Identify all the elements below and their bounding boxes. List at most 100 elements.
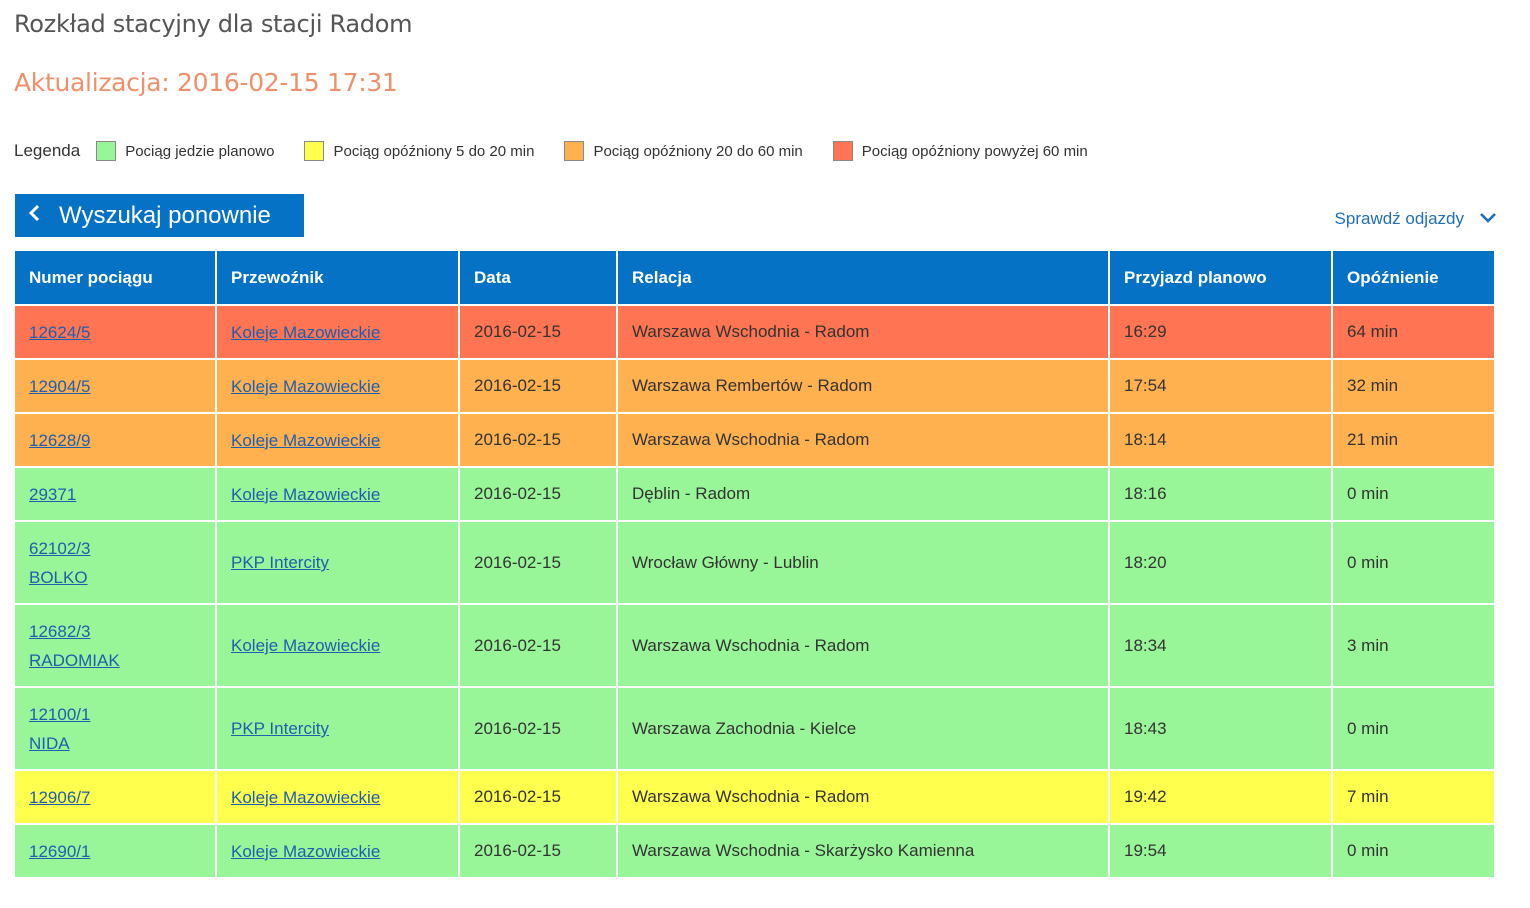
train-number-cell: 12682/3 RADOMIAK: [15, 604, 217, 688]
arrival-cell: 18:34: [1109, 604, 1333, 688]
table-header-row: Numer pociągu Przewoźnik Data Relacja Pr…: [15, 251, 1494, 306]
train-number-link[interactable]: 12682/3: [29, 621, 91, 641]
date-cell: 2016-02-15: [459, 359, 618, 414]
legend-items: Pociąg jedzie planowo Pociąg opóźniony 5 …: [96, 141, 1118, 161]
table-row: 12628/9 Koleje Mazowieckie 2016-02-15 Warsz…: [15, 413, 1494, 468]
header-delay[interactable]: Opóźnienie: [1332, 251, 1494, 306]
arrival-cell: 18:14: [1109, 413, 1333, 468]
carrier-cell: Koleje Mazowieckie: [216, 604, 460, 688]
route-cell: Wrocław Główny - Lublin: [617, 521, 1110, 605]
train-number-cell: 12906/7: [15, 770, 217, 825]
check-departures-link[interactable]: Sprawdź odjazdy: [1335, 209, 1498, 229]
legend-item: Pociąg jedzie planowo: [96, 141, 274, 161]
carrier-link[interactable]: PKP Intercity: [231, 553, 329, 572]
carrier-cell: Koleje Mazowieckie: [216, 770, 460, 825]
chevron-down-icon: [1478, 209, 1498, 229]
delay-cell: 21 min: [1332, 413, 1494, 468]
train-number-cell: 12624/5: [15, 305, 217, 360]
train-number-cell: 12690/1: [15, 824, 217, 879]
train-name-link[interactable]: NIDA: [29, 733, 70, 753]
train-number-link[interactable]: 12100/1: [29, 704, 91, 724]
header-arrival[interactable]: Przyjazd planowo: [1109, 251, 1333, 306]
route-cell: Warszawa Zachodnia - Kielce: [617, 687, 1110, 771]
train-number-cell: 12100/1 NIDA: [15, 687, 217, 771]
legend-item: Pociąg opóźniony powyżej 60 min: [832, 141, 1088, 161]
route-cell: Warszawa Wschodnia - Radom: [617, 305, 1110, 360]
legend-item-label: Pociąg opóźniony 20 do 60 min: [593, 142, 803, 160]
carrier-cell: Koleje Mazowieckie: [216, 413, 460, 468]
carrier-cell: Koleje Mazowieckie: [216, 467, 460, 522]
carrier-link[interactable]: Koleje Mazowieckie: [231, 376, 381, 396]
train-name-link[interactable]: BOLKO: [29, 567, 88, 587]
date-cell: 2016-02-15: [459, 305, 618, 360]
delay-cell: 0 min: [1332, 824, 1494, 879]
arrival-cell: 19:42: [1109, 770, 1333, 825]
table-row: 12690/1 Koleje Mazowieckie 2016-02-15 Warsz…: [15, 824, 1494, 879]
date-cell: 2016-02-15: [459, 687, 618, 771]
delay-cell: 64 min: [1332, 305, 1494, 360]
table-row: 12624/5 Koleje Mazowieckie 2016-02-15 Warsz…: [15, 305, 1494, 360]
carrier-link[interactable]: Koleje Mazowieckie: [231, 787, 381, 807]
header-route[interactable]: Relacja: [617, 251, 1110, 306]
route-cell: Warszawa Wschodnia - Radom: [617, 770, 1110, 825]
train-number-link[interactable]: 12690/1: [29, 841, 91, 861]
table-row: 12906/7 Koleje Mazowieckie 2016-02-15 Warsz…: [15, 770, 1494, 825]
table-row: 29371 Koleje Mazowieckie 2016-02-15 Dęblin …: [15, 467, 1494, 522]
carrier-cell: PKP Intercity: [216, 687, 460, 771]
delay-cell: 7 min: [1332, 770, 1494, 825]
train-number-link[interactable]: 62102/3: [29, 538, 91, 558]
route-cell: Warszawa Wschodnia - Radom: [617, 604, 1110, 688]
route-cell: Warszawa Wschodnia - Skarżysko Kamienna: [617, 824, 1110, 879]
date-cell: 2016-02-15: [459, 604, 618, 688]
date-cell: 2016-02-15: [459, 824, 618, 879]
arrival-cell: 16:29: [1109, 305, 1333, 360]
carrier-cell: Koleje Mazowieckie: [216, 305, 460, 360]
train-number-link[interactable]: 12628/9: [29, 430, 91, 450]
legend-item-label: Pociąg opóźniony powyżej 60 min: [861, 142, 1088, 160]
train-number-cell: 12904/5: [15, 359, 217, 414]
carrier-link[interactable]: Koleje Mazowieckie: [231, 841, 381, 861]
legend-item: Pociąg opóźniony 5 do 20 min: [304, 141, 534, 161]
timetable: Numer pociągu Przewoźnik Data Relacja Pr…: [15, 251, 1494, 879]
legend-swatch: [832, 141, 853, 161]
header-date[interactable]: Data: [459, 251, 618, 306]
arrival-cell: 17:54: [1109, 359, 1333, 414]
search-again-button[interactable]: Wyszukaj ponownie: [15, 194, 304, 237]
date-cell: 2016-02-15: [459, 413, 618, 468]
train-number-link[interactable]: 12906/7: [29, 787, 91, 807]
date-cell: 2016-02-15: [459, 467, 618, 522]
date-cell: 2016-02-15: [459, 770, 618, 825]
table-row: 12100/1 NIDA PKP Intercity 2016-02-15 Warsza…: [15, 687, 1494, 771]
legend-item: Pociąg opóźniony 20 do 60 min: [564, 141, 803, 161]
check-departures-label: Sprawdź odjazdy: [1334, 209, 1464, 228]
delay-cell: 0 min: [1332, 521, 1494, 605]
route-cell: Warszawa Wschodnia - Radom: [617, 413, 1110, 468]
train-number-cell: 62102/3 BOLKO: [15, 521, 217, 605]
carrier-link[interactable]: Koleje Mazowieckie: [231, 430, 381, 450]
train-number-link[interactable]: 12624/5: [29, 322, 91, 342]
carrier-link[interactable]: Koleje Mazowieckie: [231, 484, 381, 504]
train-number-cell: 29371: [15, 467, 217, 522]
carrier-link[interactable]: PKP Intercity: [231, 719, 329, 738]
train-number-link[interactable]: 12904/5: [29, 376, 91, 396]
header-carrier[interactable]: Przewoźnik: [216, 251, 460, 306]
delay-cell: 32 min: [1332, 359, 1494, 414]
carrier-link[interactable]: Koleje Mazowieckie: [231, 636, 381, 655]
carrier-cell: Koleje Mazowieckie: [216, 824, 460, 879]
train-number-link[interactable]: 29371: [29, 484, 77, 504]
legend-item-label: Pociąg jedzie planowo: [125, 142, 275, 160]
legend-swatch: [564, 141, 585, 161]
train-name-link[interactable]: RADOMIAK: [29, 650, 120, 670]
delay-cell: 3 min: [1332, 604, 1494, 688]
legend: Legenda Pociąg jedzie planowo Pociąg opóź…: [14, 138, 1118, 164]
update-timestamp: Aktualizacja: 2016-02-15 17:31: [14, 68, 398, 97]
date-cell: 2016-02-15: [459, 521, 618, 605]
legend-label: Legenda: [14, 141, 81, 160]
arrival-cell: 18:43: [1109, 687, 1333, 771]
header-train-number[interactable]: Numer pociągu: [15, 251, 217, 306]
delay-cell: 0 min: [1332, 467, 1494, 522]
page-title: Rozkład stacyjny dla stacji Radom: [14, 10, 413, 38]
table-row: 12682/3 RADOMIAK Koleje Mazowieckie 2016-02…: [15, 604, 1494, 688]
carrier-link[interactable]: Koleje Mazowieckie: [231, 322, 381, 342]
legend-swatch: [304, 141, 325, 161]
